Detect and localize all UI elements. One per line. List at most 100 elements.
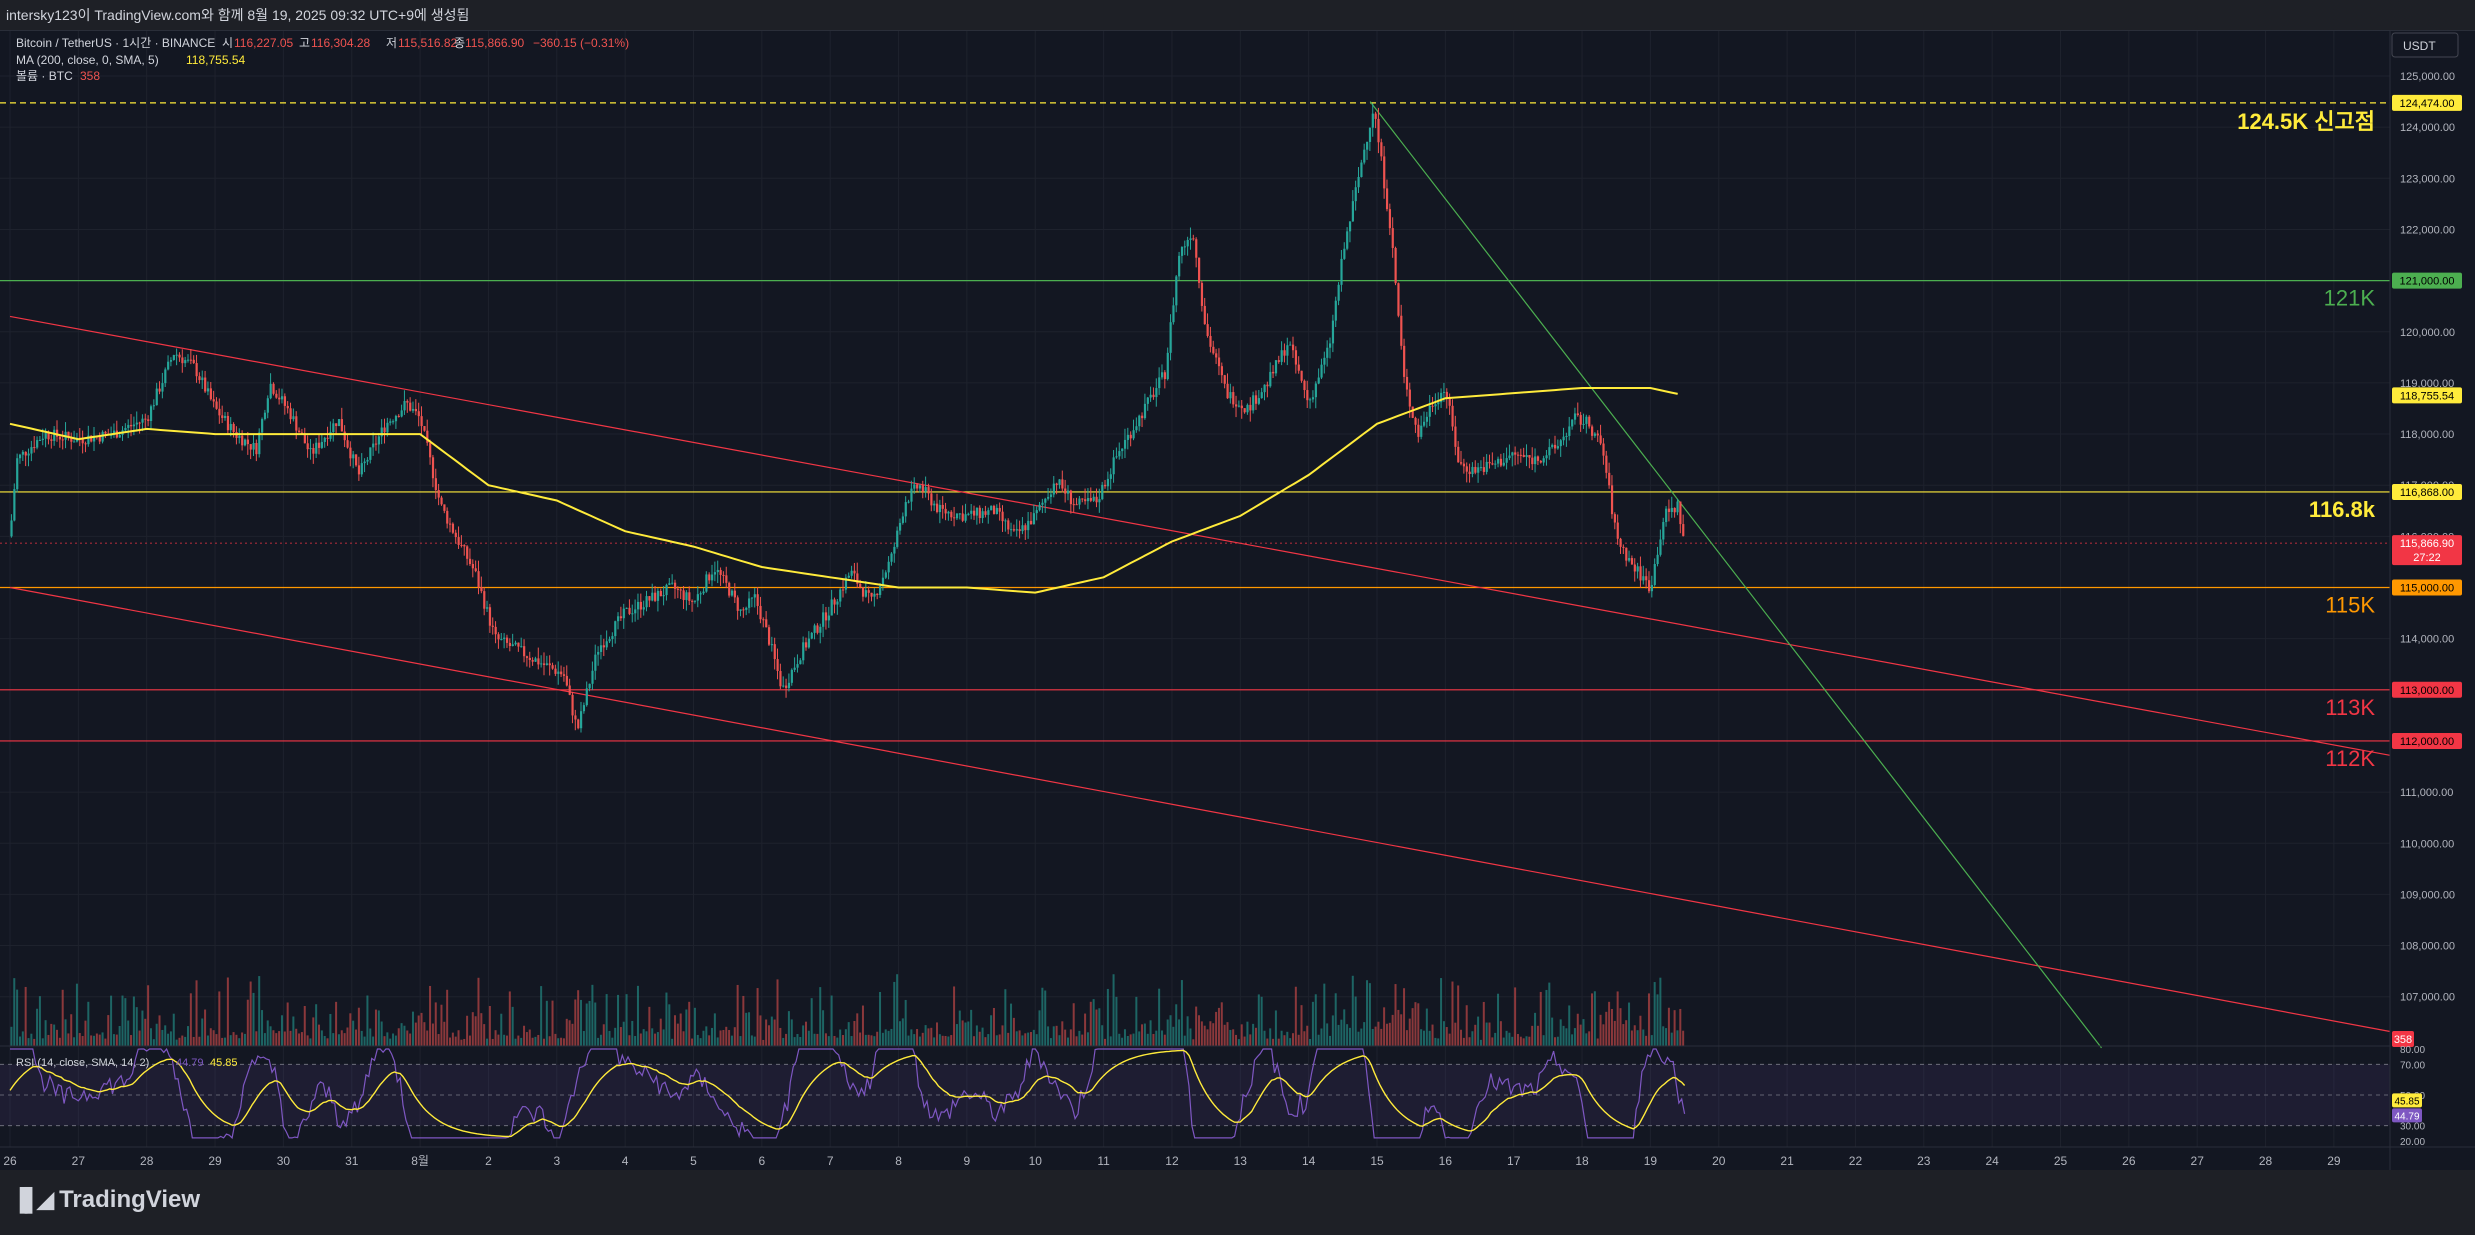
rsi-ma-line[interactable] <box>9 1049 1686 1138</box>
trendline[interactable] <box>9 586 2396 1034</box>
time-tick-label: 11 <box>1097 1154 1110 1168</box>
time-tick-label: 21 <box>1780 1154 1794 1168</box>
volume-bar <box>614 1027 617 1046</box>
volume-bar <box>577 990 580 1046</box>
candle-body <box>58 436 62 440</box>
volume-bar <box>403 1025 406 1046</box>
candle-body <box>1628 558 1631 561</box>
candle-body <box>759 605 762 620</box>
candle-body <box>55 429 59 437</box>
time-tick-label: 20 <box>1712 1154 1726 1168</box>
candle-body <box>1454 426 1457 447</box>
candle-body <box>1599 435 1602 444</box>
candle-body <box>1608 472 1611 486</box>
chart-svg[interactable]: 124.5K 신고점 121K 116.8k 115K 113K 112K 125,000… <box>0 31 2475 1171</box>
volume-bar <box>184 1036 187 1046</box>
candle-body <box>773 644 776 660</box>
candle-body <box>1049 494 1053 497</box>
candle-body <box>830 599 833 616</box>
candle-body <box>833 599 836 605</box>
volume-bar <box>622 1021 625 1046</box>
candle-body <box>554 668 557 674</box>
volume-bar <box>494 1030 497 1046</box>
volume-bar <box>1320 1028 1323 1046</box>
candle-body <box>594 654 597 671</box>
candle-body <box>1593 433 1597 436</box>
volume-bar <box>1650 1035 1653 1046</box>
volume-bar <box>10 1026 13 1046</box>
volume-bar <box>486 1038 489 1046</box>
trendline[interactable] <box>9 315 2396 757</box>
volume-bar <box>639 1033 642 1046</box>
candle-body <box>617 616 620 622</box>
volume-bar <box>1499 1021 1502 1046</box>
candle-body <box>995 507 999 514</box>
rsi-line[interactable] <box>10 1047 1686 1140</box>
volume-axis-badge <box>2392 1031 2414 1047</box>
candle-body <box>525 656 529 658</box>
candle-body <box>1132 430 1135 439</box>
volume-bar <box>21 1031 24 1046</box>
tradingview-logo[interactable]: ▐▌◢ TradingView <box>12 1186 200 1214</box>
volume-bar <box>75 983 78 1046</box>
candle-body <box>1536 456 1540 461</box>
candle-body <box>1129 434 1132 439</box>
volume-bar <box>1146 1033 1149 1046</box>
candle-body <box>397 415 400 417</box>
volume-bar <box>280 1015 283 1046</box>
volume-bar <box>261 1010 264 1046</box>
candle-body <box>135 422 138 425</box>
candle-body <box>1055 483 1058 485</box>
candle-body <box>392 421 395 423</box>
volume-bar <box>1163 1034 1166 1046</box>
trendline[interactable] <box>1369 101 2102 1049</box>
volume-bar <box>1291 1033 1294 1046</box>
candle-body <box>1368 127 1372 142</box>
volume-bar <box>1360 1028 1363 1046</box>
volume-bar <box>1562 1025 1565 1046</box>
candle-body <box>1272 371 1275 374</box>
volume-bar <box>161 1029 164 1046</box>
volume-bar <box>209 1028 212 1046</box>
candle-body <box>1502 462 1505 466</box>
volume-bar <box>55 1029 58 1046</box>
candle-body <box>611 636 614 640</box>
candle-body <box>1012 529 1016 531</box>
candle-body <box>1189 238 1192 240</box>
candle-body <box>1479 467 1483 469</box>
price-axis[interactable] <box>2390 31 2475 1171</box>
candle-body <box>1072 504 1075 506</box>
candle-body <box>206 388 210 392</box>
candle-body <box>343 431 346 441</box>
candle-body <box>1084 499 1087 502</box>
candle-body <box>1294 350 1298 365</box>
volume-bar <box>1593 991 1596 1046</box>
volume-bar <box>357 1007 360 1046</box>
candle-body <box>84 443 87 445</box>
volume-bar <box>175 1039 178 1046</box>
candle-body <box>662 595 665 597</box>
candle-body <box>124 427 127 431</box>
volume-bar <box>292 1016 295 1046</box>
chart-area[interactable]: 124.5K 신고점 121K 116.8k 115K 113K 112K 125,000… <box>0 30 2475 1171</box>
candle-body <box>261 419 264 433</box>
candle-body <box>827 615 830 621</box>
volume-bar <box>1608 1001 1611 1046</box>
candle-body <box>1089 498 1092 501</box>
volume-bar <box>218 991 221 1046</box>
candle-body <box>1491 463 1494 465</box>
currency-button[interactable]: USDT <box>2391 32 2459 58</box>
candle-body <box>813 625 816 633</box>
candle-body <box>597 651 600 655</box>
volume-bar <box>1465 1005 1468 1046</box>
volume-bar <box>1243 1036 1246 1046</box>
volume-bar <box>1565 1028 1568 1046</box>
ma200-line[interactable] <box>9 387 1678 594</box>
candle-body <box>1027 520 1030 531</box>
volume-bar <box>767 1025 770 1046</box>
volume-bar <box>651 1028 654 1046</box>
candle-body <box>961 513 964 521</box>
volume-bar <box>1434 1037 1437 1046</box>
candle-body <box>1163 372 1167 380</box>
current-price-label: 115,866.90 <box>2400 538 2454 550</box>
